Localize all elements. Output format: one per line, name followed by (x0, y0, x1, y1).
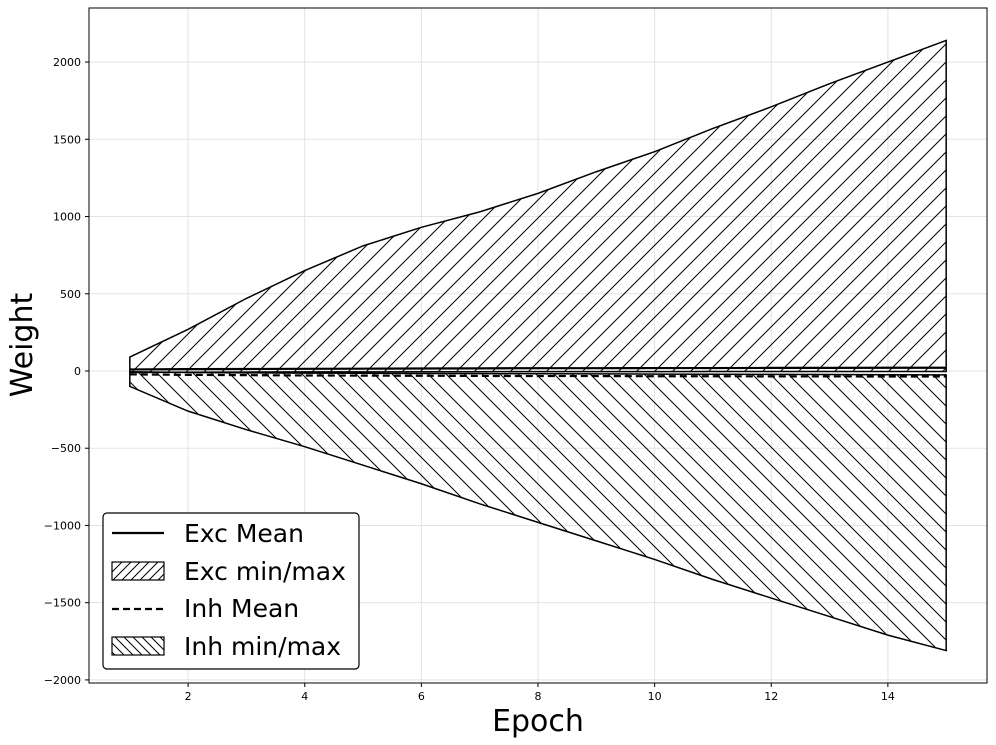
x-tick-label: 8 (535, 690, 542, 703)
x-tick-label: 4 (301, 690, 308, 703)
y-tick-label: −1000 (44, 519, 81, 532)
y-tick-label: 0 (74, 365, 81, 378)
exc-mean-line (129, 366, 947, 371)
x-tick-label: 14 (881, 690, 895, 703)
legend-swatch-exc-minmax (111, 561, 165, 581)
exc-minmax-band (129, 39, 947, 374)
x-tick-label: 12 (764, 690, 778, 703)
y-tick-label: 1000 (53, 211, 81, 224)
y-tick-label: −2000 (44, 674, 81, 687)
legend: Exc Mean Exc min/max Inh Mean Inh min/ma… (102, 512, 360, 670)
series-layer (129, 39, 947, 652)
legend-label-inh-minmax: Inh min/max (184, 632, 341, 661)
y-tick-label: 2000 (53, 56, 81, 69)
inh-minmax-band (129, 370, 947, 652)
x-tick-label: 2 (185, 690, 192, 703)
x-tick-label: 10 (648, 690, 662, 703)
x-axis-label: Epoch (492, 704, 584, 739)
legend-box (102, 512, 360, 670)
y-tick-label: −500 (51, 442, 81, 455)
ticks: 2 4 6 8 10 12 14 −2000 −1500 −1000 −500 0 500 1000 150… (44, 56, 895, 703)
legend-label-exc-mean: Exc Mean (184, 519, 304, 548)
x-tick-label: 6 (418, 690, 425, 703)
y-tick-label: 500 (60, 288, 81, 301)
legend-label-exc-minmax: Exc min/max (184, 557, 346, 586)
y-tick-label: 1500 (53, 133, 81, 146)
y-tick-label: −1500 (44, 597, 81, 610)
legend-swatch-inh-minmax (111, 636, 165, 656)
legend-label-inh-mean: Inh Mean (184, 594, 299, 623)
y-axis-label: Weight (5, 293, 40, 398)
inh-mean-line (129, 373, 947, 378)
